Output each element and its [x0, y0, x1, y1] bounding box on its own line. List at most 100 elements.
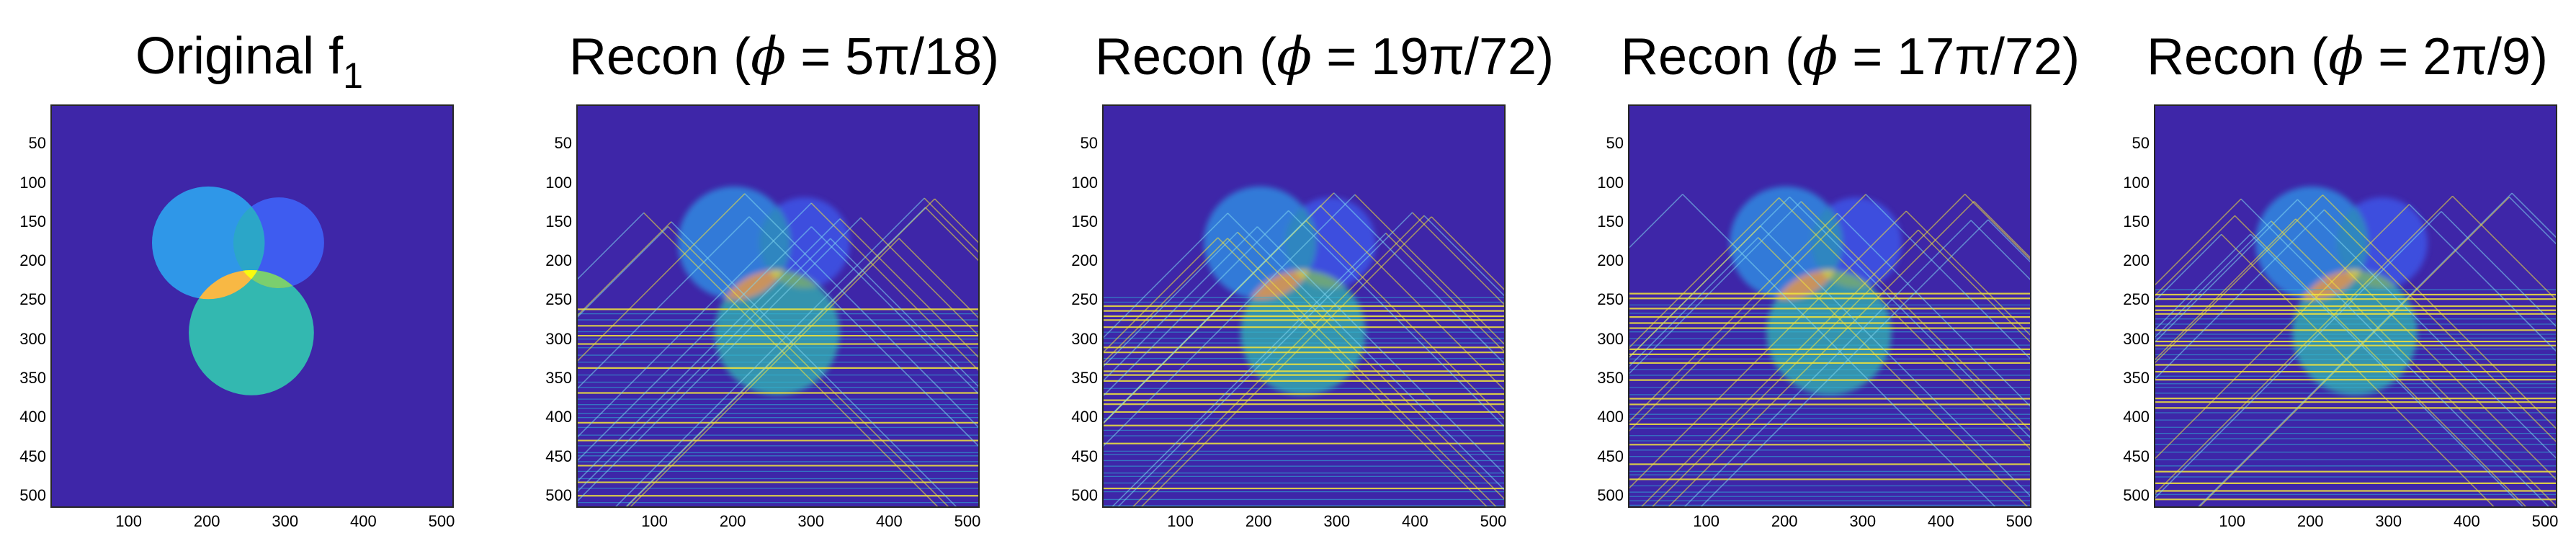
diagonal-streak [1412, 212, 1504, 305]
diagonal-streak [615, 197, 925, 506]
title-prefix: Recon ( [1621, 28, 1803, 86]
diagonal-streak [1629, 194, 1866, 432]
diagonal-streak [1117, 212, 1413, 506]
diagonal-streak [578, 238, 831, 493]
x-tick-label: 500 [2005, 512, 2033, 530]
diagonal-streak [2155, 215, 2236, 297]
y-tick-label: 450 [2123, 447, 2150, 465]
y-tick-label: 500 [2123, 485, 2150, 504]
y-tick-label: 400 [545, 408, 572, 426]
diagonal-streak [2323, 209, 2556, 442]
y-tick-label: 100 [545, 173, 572, 192]
diagonal-streak [1104, 194, 1356, 447]
x-tick-label: 300 [272, 512, 299, 530]
diagonal-streak [1918, 229, 2030, 343]
image-canvas [578, 106, 978, 506]
y-tick-label: 400 [1071, 408, 1098, 426]
diagonal-streak [578, 217, 862, 502]
x-tick-label: 200 [1245, 512, 1272, 530]
y-tick-label: 400 [1597, 408, 1624, 426]
diagonal-streak [578, 226, 812, 462]
streak-artifacts [1629, 194, 2030, 506]
y-tick-label: 200 [19, 251, 46, 270]
x-tick-label: 500 [1480, 512, 1507, 530]
diagonal-streak [1683, 220, 1972, 506]
subplot-title: Recon (ϕ = 2π/9) [2147, 30, 2548, 83]
diagonal-streak [625, 207, 926, 506]
diagonal-streak [2452, 195, 2556, 300]
image-axes [576, 104, 980, 508]
subplot-title: Recon (ϕ = 19π/72) [1095, 30, 1554, 83]
y-tick-label: 300 [2123, 329, 2150, 348]
circle-left [678, 186, 791, 300]
overlap-left-right [1810, 197, 1843, 289]
y-tick-label: 500 [1071, 485, 1098, 504]
y-tick-label: 350 [1071, 369, 1098, 388]
x-tick-label: 200 [719, 512, 746, 530]
streak-artifacts [1104, 192, 1504, 506]
image-axes [50, 104, 454, 508]
image-canvas [1104, 106, 1504, 506]
diagonal-streak [1964, 194, 2030, 261]
diagonal-streak [578, 221, 672, 316]
y-tick-label: 350 [1597, 369, 1624, 388]
y-tick-label: 450 [1071, 447, 1098, 465]
y-tick-label: 250 [2123, 290, 2150, 309]
circle-bottom [2292, 270, 2418, 395]
diagonal-streak [1104, 205, 1321, 424]
diagonal-streak [1217, 237, 1488, 506]
subplot-title: Original f1 [135, 30, 363, 94]
x-tick-label: 500 [428, 512, 455, 530]
diagonal-streak [2155, 194, 2323, 364]
y-tick-label: 300 [19, 329, 46, 348]
y-tick-label: 200 [545, 251, 572, 270]
diagonal-streak [1789, 196, 2030, 439]
diagonal-streak [1629, 201, 1802, 375]
y-tick-label: 450 [19, 447, 46, 465]
diagonal-streak [578, 212, 645, 280]
diagonal-streak [2322, 194, 2556, 429]
y-tick-label: 150 [19, 212, 46, 231]
y-tick-label: 350 [19, 369, 46, 388]
title-value: = 2π/9) [2363, 28, 2548, 86]
diagonal-streak [2155, 220, 2272, 338]
subplot: Original f1 50 100 150 200 250 300 350 400 450 50… [19, 0, 555, 546]
overlap-left-right [233, 197, 265, 289]
x-tick-label: 200 [193, 512, 220, 530]
diagonal-streak [2271, 220, 2556, 506]
diagonal-streak [2250, 233, 2524, 506]
diagonal-streak [1629, 197, 1780, 349]
subplot: Recon (ϕ = 5π/18) 50 100 150 200 250 300 350 40… [545, 0, 1081, 546]
x-tick-label: 500 [2531, 512, 2559, 530]
x-tick-label: 100 [641, 512, 668, 530]
title-prefix: Recon ( [2147, 28, 2329, 86]
diagonal-streak [1758, 237, 2029, 506]
diagonal-streak [2297, 199, 2556, 459]
title-prefix: Recon ( [569, 28, 751, 86]
diagonal-streak [1652, 194, 1966, 506]
diagonal-streak [1431, 216, 1504, 290]
diagonal-streak [2441, 211, 2556, 327]
circle-left [1204, 186, 1317, 300]
y-tick-label: 50 [2132, 134, 2150, 153]
diagonal-streak [2199, 196, 2510, 506]
x-tick-label: 500 [954, 512, 981, 530]
image-canvas [2155, 106, 2556, 506]
diagonal-streak [1288, 210, 1504, 427]
diagonal-streak [1385, 233, 1504, 352]
subplot: Recon (ϕ = 19π/72) 50 100 150 200 250 300 350 4… [1071, 0, 1606, 546]
diagonal-streak [1320, 205, 1504, 390]
circle-bottom [715, 270, 840, 395]
diagonal-streak [2408, 204, 2556, 352]
diagonal-streak [1700, 219, 1989, 506]
image-axes [1628, 104, 2031, 508]
x-tick-label: 100 [1167, 512, 1194, 530]
y-tick-label: 200 [1071, 251, 1098, 270]
diagonal-streak [667, 225, 949, 506]
diagonal-streak [671, 221, 957, 506]
diagonal-streak [2155, 211, 2442, 498]
diagonal-streak [2155, 199, 2298, 343]
diagonal-streak [810, 202, 978, 371]
diagonal-streak [1112, 233, 1387, 506]
x-tick-label: 200 [2297, 512, 2324, 530]
